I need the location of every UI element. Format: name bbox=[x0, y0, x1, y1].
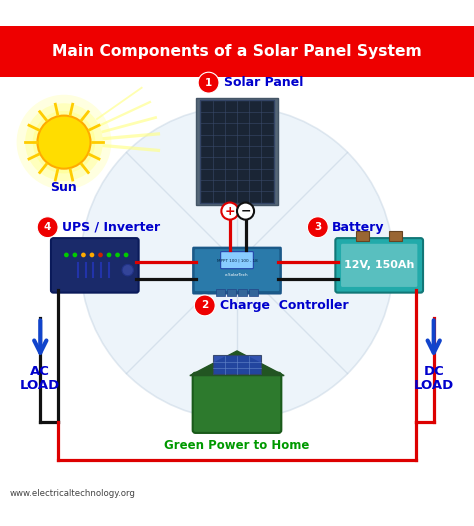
Circle shape bbox=[221, 203, 238, 220]
FancyBboxPatch shape bbox=[336, 238, 423, 292]
Circle shape bbox=[37, 217, 58, 238]
Circle shape bbox=[37, 116, 91, 169]
FancyBboxPatch shape bbox=[249, 289, 258, 297]
FancyBboxPatch shape bbox=[216, 289, 225, 297]
Circle shape bbox=[73, 252, 77, 257]
Text: MPPT 100 | 100 - 18: MPPT 100 | 100 - 18 bbox=[217, 258, 257, 262]
Text: www.electricaltechnology.org: www.electricaltechnology.org bbox=[9, 489, 136, 498]
FancyBboxPatch shape bbox=[193, 248, 280, 292]
FancyBboxPatch shape bbox=[389, 231, 402, 241]
Circle shape bbox=[307, 217, 328, 238]
Text: Green Power to Home: Green Power to Home bbox=[164, 439, 310, 452]
FancyBboxPatch shape bbox=[341, 244, 417, 287]
Text: Sun: Sun bbox=[51, 181, 77, 194]
FancyBboxPatch shape bbox=[51, 238, 138, 292]
FancyBboxPatch shape bbox=[192, 247, 282, 295]
Circle shape bbox=[81, 107, 393, 419]
Circle shape bbox=[17, 95, 111, 189]
FancyBboxPatch shape bbox=[238, 289, 247, 297]
FancyBboxPatch shape bbox=[227, 289, 236, 297]
Text: Charge  Controller: Charge Controller bbox=[220, 299, 348, 312]
Circle shape bbox=[115, 252, 120, 257]
Text: 3: 3 bbox=[314, 222, 321, 232]
Text: 12V, 150Ah: 12V, 150Ah bbox=[344, 260, 414, 270]
Circle shape bbox=[237, 203, 254, 220]
Text: AC
LOAD: AC LOAD bbox=[20, 365, 60, 392]
Circle shape bbox=[81, 252, 86, 257]
Text: UPS / Inverter: UPS / Inverter bbox=[62, 221, 160, 234]
Text: Solar Panel: Solar Panel bbox=[224, 76, 303, 89]
Text: 2: 2 bbox=[201, 300, 209, 310]
Circle shape bbox=[124, 252, 128, 257]
Text: 4: 4 bbox=[44, 222, 51, 232]
FancyBboxPatch shape bbox=[0, 26, 474, 77]
FancyBboxPatch shape bbox=[356, 231, 369, 241]
Circle shape bbox=[25, 103, 103, 181]
FancyBboxPatch shape bbox=[221, 251, 253, 269]
Circle shape bbox=[64, 252, 69, 257]
Circle shape bbox=[194, 295, 215, 316]
Circle shape bbox=[122, 265, 133, 276]
Circle shape bbox=[198, 72, 219, 93]
FancyBboxPatch shape bbox=[200, 100, 274, 203]
Circle shape bbox=[33, 111, 95, 174]
Text: −: − bbox=[240, 205, 251, 218]
Text: Main Components of a Solar Panel System: Main Components of a Solar Panel System bbox=[52, 44, 422, 59]
Text: Battery: Battery bbox=[332, 221, 384, 234]
FancyBboxPatch shape bbox=[213, 355, 261, 374]
Circle shape bbox=[98, 252, 103, 257]
Text: e-SolarTech: e-SolarTech bbox=[225, 273, 249, 277]
Circle shape bbox=[90, 252, 94, 257]
FancyBboxPatch shape bbox=[192, 373, 281, 433]
Text: DC
LOAD: DC LOAD bbox=[414, 365, 454, 392]
Text: +: + bbox=[225, 205, 235, 218]
Circle shape bbox=[107, 252, 111, 257]
Polygon shape bbox=[190, 351, 284, 376]
Text: 1: 1 bbox=[205, 78, 212, 88]
FancyBboxPatch shape bbox=[196, 98, 277, 206]
